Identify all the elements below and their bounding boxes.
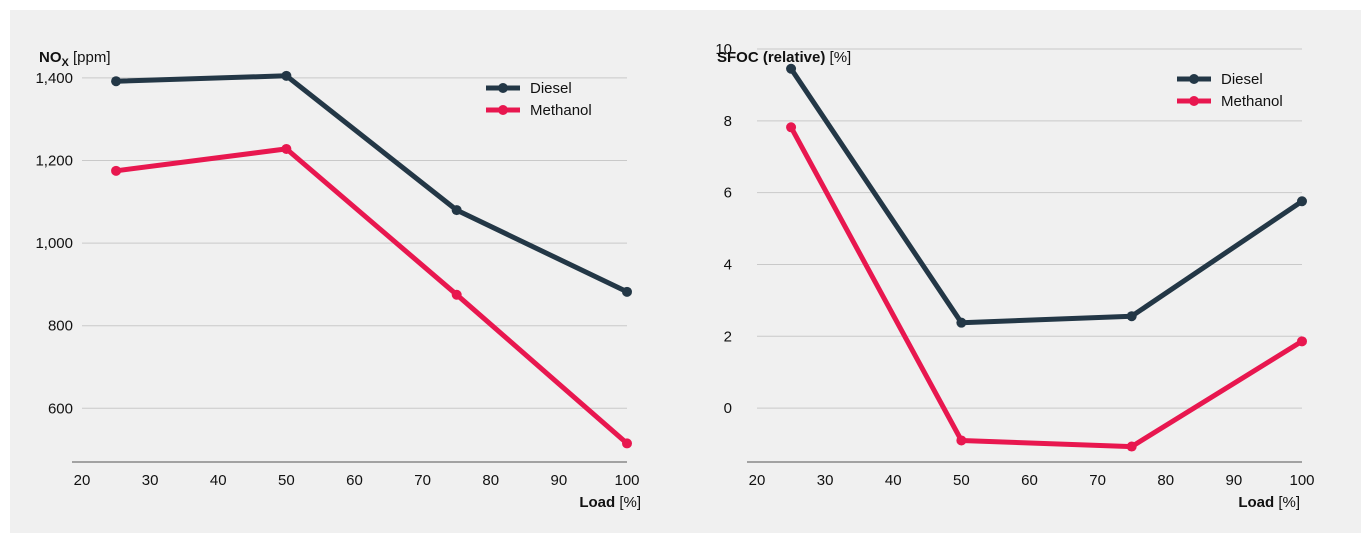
chart2-legend-diesel-label: Diesel — [1221, 71, 1263, 88]
chart1-xtick-label: 50 — [278, 472, 295, 489]
chart2-series-methanol-point — [1297, 336, 1307, 347]
chart1-series-methanol-line — [115, 146, 629, 446]
chart2-xtick-label: 40 — [885, 472, 902, 489]
chart1-legend-methanol-label: Methanol — [530, 102, 592, 119]
chart1-xtick-label: 30 — [142, 472, 159, 489]
chart2-xtick-label: 50 — [953, 472, 970, 489]
chart1-xtick-label: 60 — [346, 472, 363, 489]
chart1-legend-diesel-label: Diesel — [530, 80, 572, 97]
chart2-y-axis-title: SFOC (relative) [%] — [717, 49, 851, 66]
chart2-series-methanol-line — [788, 126, 1304, 450]
chart1-ytick-label: 800 — [48, 318, 73, 335]
chart1-series-diesel-point — [622, 286, 632, 297]
chart2-series-methanol-point — [786, 122, 797, 133]
chart1-ytick-label: 1,400 — [35, 70, 73, 87]
chart1-series-methanol-point — [281, 143, 292, 154]
chart1-y-axis-title: NOX [ppm] — [39, 49, 111, 69]
chart1-xtick-label: 70 — [414, 472, 431, 489]
chart2-xtick-label: 90 — [1226, 472, 1243, 489]
chart2-legend-methanol-label: Methanol — [1221, 93, 1283, 110]
chart1-xtick-label: 80 — [482, 472, 499, 489]
figure-panel: 600 800 1,000 1,200 1,400 20 30 40 50 60 70 80 90 100… — [10, 10, 1361, 533]
chart1-x-axis-title: Load [%] — [579, 494, 641, 511]
chart2-series-diesel-point — [1297, 196, 1307, 207]
chart2-ytick-label: 8 — [724, 113, 732, 130]
chart2-xtick-label: 30 — [817, 472, 834, 489]
chart1-series-diesel-point — [451, 205, 462, 216]
chart1-series-diesel-point — [281, 70, 292, 81]
chart2-ytick-label: 6 — [724, 185, 732, 202]
chart1-xtick-label: 100 — [614, 472, 639, 489]
chart1-xtick-label: 20 — [74, 472, 91, 489]
chart2-xtick-label: 70 — [1089, 472, 1106, 489]
chart2-series-methanol-point — [956, 435, 967, 446]
chart2-series-diesel-point — [956, 317, 967, 328]
chart2-series-diesel-point — [786, 63, 797, 74]
chart1-ytick-label: 1,200 — [35, 153, 73, 170]
chart1-series-methanol-point — [451, 289, 462, 300]
chart2-xtick-label: 60 — [1021, 472, 1038, 489]
chart2-legend-diesel-marker — [1189, 74, 1199, 84]
chart1-legend-methanol-marker — [498, 105, 508, 115]
chart1-xtick-label: 90 — [551, 472, 568, 489]
chart2-ytick-label: 2 — [724, 328, 732, 345]
chart1-ytick-label: 600 — [48, 400, 73, 417]
chart1-series-methanol-point — [622, 438, 632, 449]
chart2-xtick-label: 20 — [749, 472, 766, 489]
chart1-legend-diesel-marker — [498, 83, 508, 93]
chart2-series-diesel-line — [789, 67, 1304, 326]
chart2-series-methanol-point — [1126, 441, 1137, 452]
chart1-ytick-label: 1,000 — [35, 235, 73, 252]
chart2-series-diesel-point — [1126, 311, 1137, 322]
chart2-xtick-label: 100 — [1289, 472, 1314, 489]
chart2-legend-methanol-marker — [1189, 96, 1199, 106]
chart2-x-axis-title: Load [%] — [1238, 494, 1300, 511]
chart1-series-methanol-point — [111, 165, 122, 176]
chart1-series-diesel-point — [111, 76, 122, 87]
chart2-ytick-label: 10 — [715, 41, 732, 58]
chart2-ytick-label: 4 — [724, 256, 732, 273]
chart1-series-diesel-line — [116, 73, 629, 295]
chart2-xtick-label: 80 — [1157, 472, 1174, 489]
chart2-ytick-label: 0 — [724, 400, 732, 417]
chart1-xtick-label: 40 — [210, 472, 227, 489]
